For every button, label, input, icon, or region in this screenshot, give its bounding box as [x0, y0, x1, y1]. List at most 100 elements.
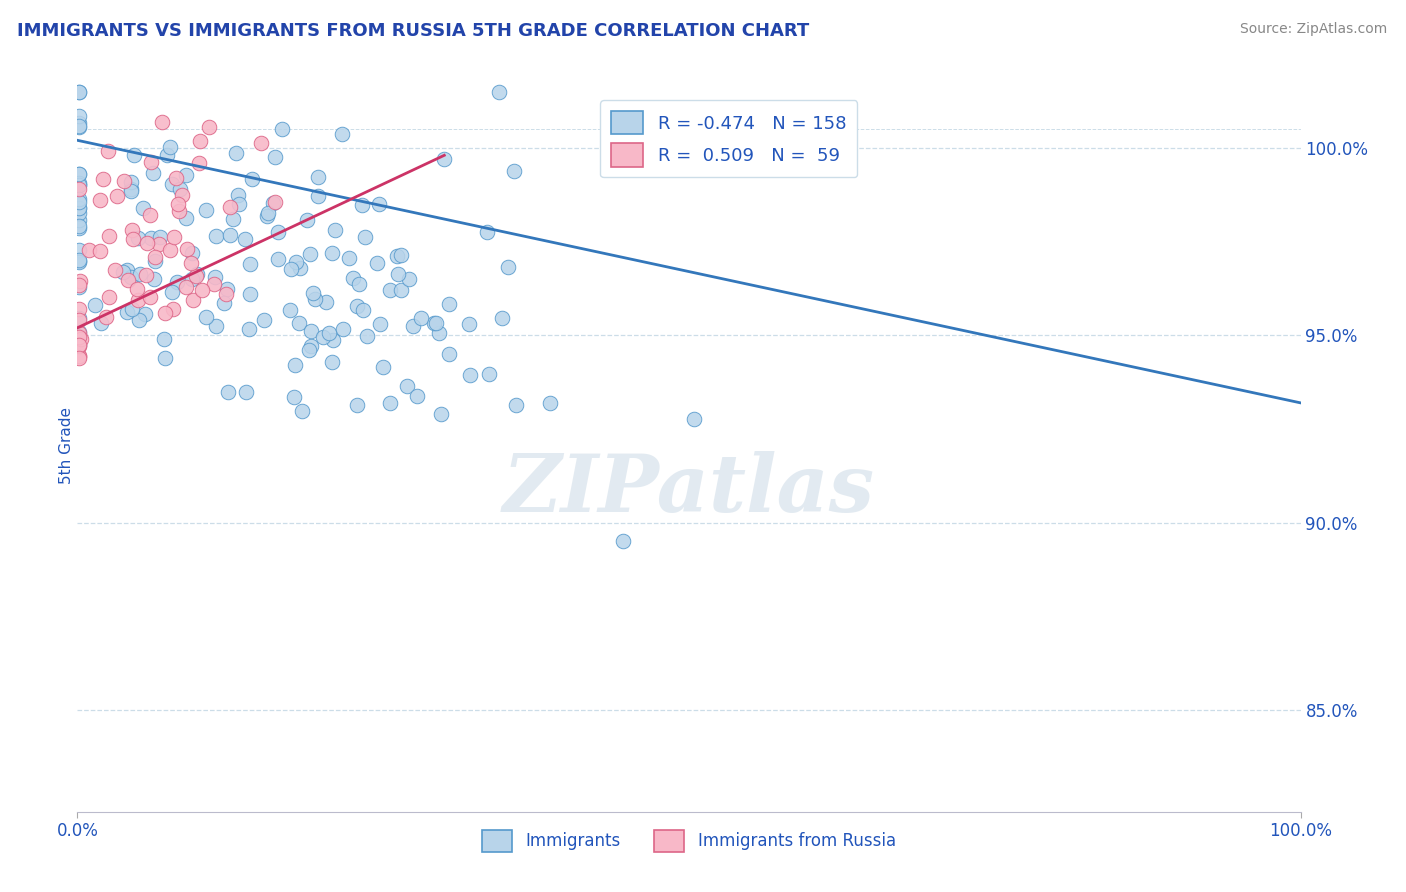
Point	[299, 325, 322, 339]
Point	[84, 298, 107, 312]
Point	[136, 236, 159, 251]
Point	[155, 351, 177, 365]
Point	[155, 306, 177, 320]
Point	[139, 208, 162, 222]
Point	[97, 144, 120, 158]
Point	[67, 119, 90, 133]
Point	[264, 194, 287, 209]
Point	[67, 178, 90, 192]
Text: ZIPatlas: ZIPatlas	[503, 451, 875, 529]
Point	[141, 231, 163, 245]
Point	[90, 316, 112, 330]
Point	[332, 322, 354, 336]
Point	[127, 230, 149, 244]
Point	[121, 223, 143, 237]
Point	[163, 230, 186, 244]
Point	[238, 322, 260, 336]
Point	[181, 272, 204, 286]
Point	[540, 396, 562, 410]
Point	[77, 243, 100, 257]
Point	[67, 195, 90, 210]
Point	[149, 230, 172, 244]
Point	[291, 404, 314, 418]
Point	[128, 312, 150, 326]
Point	[429, 407, 451, 421]
Point	[299, 339, 322, 353]
Point	[188, 134, 211, 148]
Point	[396, 379, 419, 393]
Point	[67, 301, 90, 316]
Point	[198, 120, 221, 134]
Point	[89, 244, 111, 259]
Point	[67, 205, 90, 219]
Point	[288, 261, 311, 276]
Point	[89, 193, 111, 207]
Point	[352, 303, 374, 318]
Point	[159, 139, 181, 153]
Point	[105, 189, 128, 203]
Point	[266, 252, 288, 266]
Legend: Immigrants, Immigrants from Russia: Immigrants, Immigrants from Russia	[475, 823, 903, 858]
Point	[67, 255, 90, 269]
Point	[67, 339, 90, 353]
Point	[264, 151, 287, 165]
Point	[318, 326, 340, 340]
Point	[280, 302, 302, 317]
Point	[307, 189, 329, 203]
Point	[299, 246, 322, 260]
Point	[169, 182, 191, 196]
Point	[180, 256, 202, 270]
Point	[337, 251, 360, 265]
Point	[271, 122, 294, 136]
Point	[67, 182, 90, 196]
Point	[491, 311, 513, 326]
Point	[378, 283, 401, 297]
Point	[323, 223, 346, 237]
Point	[385, 249, 408, 263]
Point	[67, 254, 90, 268]
Point	[458, 318, 481, 332]
Point	[67, 325, 90, 339]
Point	[67, 311, 90, 326]
Point	[505, 398, 527, 412]
Point	[120, 270, 142, 285]
Point	[215, 287, 238, 301]
Point	[69, 332, 91, 346]
Y-axis label: 5th Grade: 5th Grade	[59, 408, 73, 484]
Point	[67, 338, 90, 352]
Point	[174, 211, 197, 226]
Point	[160, 177, 183, 191]
Point	[257, 206, 280, 220]
Point	[205, 319, 228, 334]
Point	[67, 213, 90, 227]
Point	[304, 292, 326, 306]
Point	[120, 184, 142, 198]
Point	[67, 192, 90, 206]
Point	[150, 115, 173, 129]
Point	[166, 275, 188, 289]
Point	[167, 203, 190, 218]
Point	[342, 271, 364, 285]
Point	[215, 282, 238, 296]
Point	[67, 168, 90, 182]
Point	[91, 172, 114, 186]
Point	[219, 200, 242, 214]
Point	[496, 260, 519, 275]
Point	[202, 277, 225, 291]
Point	[67, 244, 90, 258]
Point	[129, 267, 152, 281]
Point	[132, 201, 155, 215]
Point	[387, 267, 409, 281]
Point	[437, 296, 460, 310]
Point	[460, 368, 482, 382]
Point	[187, 156, 209, 170]
Text: IMMIGRANTS VS IMMIGRANTS FROM RUSSIA 5TH GRADE CORRELATION CHART: IMMIGRANTS VS IMMIGRANTS FROM RUSSIA 5TH…	[17, 22, 808, 40]
Point	[181, 293, 204, 308]
Point	[67, 85, 90, 99]
Point	[194, 202, 217, 217]
Point	[423, 316, 446, 330]
Point	[176, 168, 198, 182]
Point	[212, 296, 235, 310]
Point	[239, 257, 262, 271]
Point	[226, 188, 249, 202]
